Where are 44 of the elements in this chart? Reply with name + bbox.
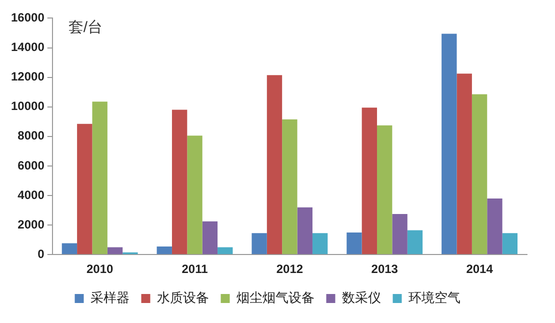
bar bbox=[487, 198, 502, 254]
bar bbox=[187, 136, 202, 254]
y-axis-title: 套/台 bbox=[68, 18, 103, 36]
bar bbox=[218, 247, 233, 254]
bar bbox=[472, 94, 488, 254]
x-tick-label: 2013 bbox=[371, 262, 398, 276]
bar bbox=[202, 221, 218, 254]
y-tick-label: 10000 bbox=[10, 99, 45, 114]
bar bbox=[442, 34, 457, 254]
y-tick-label: 8000 bbox=[18, 128, 45, 143]
bar bbox=[346, 232, 362, 254]
x-tick-label: 2010 bbox=[86, 262, 114, 276]
bar bbox=[107, 247, 123, 254]
legend-label: 环境空气 bbox=[408, 290, 460, 306]
bar bbox=[266, 75, 282, 254]
legend-label: 烟尘烟气设备 bbox=[236, 290, 314, 306]
y-tick-label: 16000 bbox=[10, 10, 45, 25]
x-tick-label: 2012 bbox=[276, 262, 304, 276]
bar bbox=[282, 119, 298, 254]
legend-label: 数采仪 bbox=[342, 290, 381, 306]
bar bbox=[92, 102, 108, 254]
bar bbox=[297, 207, 312, 254]
bar bbox=[156, 246, 172, 254]
bar bbox=[392, 214, 408, 254]
y-tick-label: 0 bbox=[38, 246, 45, 261]
y-tick-label: 12000 bbox=[10, 70, 45, 84]
bar bbox=[407, 230, 423, 254]
bar bbox=[77, 124, 92, 254]
bar bbox=[172, 110, 188, 254]
y-tick-label: 14000 bbox=[10, 40, 45, 54]
legend-label: 采样器 bbox=[90, 290, 130, 306]
bar bbox=[252, 233, 267, 254]
y-tick-label: 2000 bbox=[18, 217, 45, 232]
bar bbox=[362, 108, 378, 254]
y-tick-label: 6000 bbox=[18, 158, 45, 172]
bar bbox=[456, 74, 472, 254]
x-tick-label: 2014 bbox=[466, 262, 494, 276]
bar bbox=[502, 233, 518, 254]
legend-label: 水质设备 bbox=[156, 290, 209, 306]
x-tick-label: 2011 bbox=[182, 262, 208, 276]
bar bbox=[377, 125, 392, 254]
bar bbox=[312, 233, 328, 254]
y-tick-label: 4000 bbox=[18, 188, 45, 202]
bar bbox=[62, 243, 78, 254]
